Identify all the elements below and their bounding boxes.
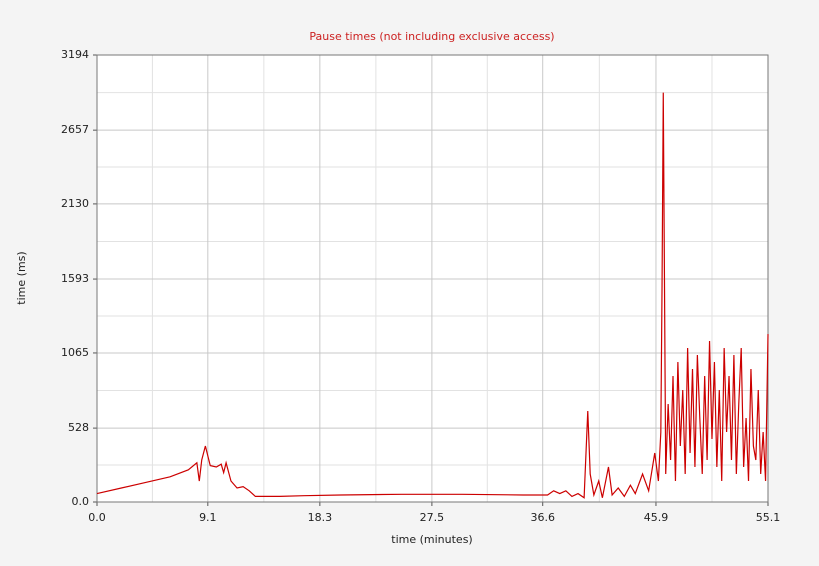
plot-border (96, 54, 769, 503)
x-tick-label: 9.1 (199, 511, 217, 524)
y-tick-label: 528 (68, 421, 89, 434)
y-tick-label: 1065 (61, 346, 89, 359)
x-tick-label: 55.1 (756, 511, 781, 524)
y-tick-label: 2657 (61, 123, 89, 136)
y-tick-label: 1593 (61, 272, 89, 285)
x-tick-label: 0.0 (88, 511, 106, 524)
y-tick-label: 2130 (61, 197, 89, 210)
chart-title: Pause times (not including exclusive acc… (309, 30, 554, 43)
y-tick-label: 0.0 (72, 495, 90, 508)
x-tick-label: 36.6 (530, 511, 555, 524)
data-line (96, 92, 769, 499)
x-tick-label: 45.9 (644, 511, 669, 524)
y-axis-label: time (ms) (15, 251, 28, 304)
x-axis-label: time (minutes) (391, 533, 472, 546)
y-tick-label: 3194 (61, 48, 89, 61)
x-tick-label: 18.3 (308, 511, 333, 524)
x-tick-label: 27.5 (420, 511, 445, 524)
